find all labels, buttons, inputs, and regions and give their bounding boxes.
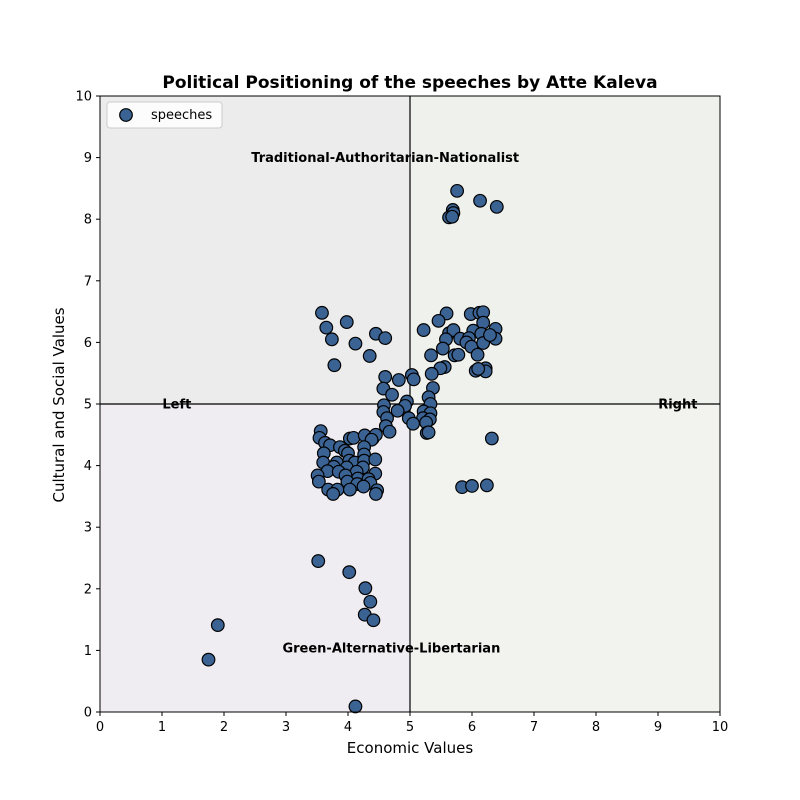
data-point <box>406 416 421 431</box>
data-point <box>210 618 225 633</box>
data-point <box>378 369 393 384</box>
y-axis-label: Cultural and Social Values <box>50 307 68 502</box>
data-point <box>406 372 421 387</box>
data-point <box>362 349 377 363</box>
data-point <box>363 594 378 609</box>
data-point <box>385 387 399 402</box>
quadrant-annotation: Green-Alternative-Libertarian <box>282 641 500 656</box>
y-tick-label: 6 <box>84 336 92 351</box>
x-tick-label: 2 <box>220 720 228 735</box>
y-tick-label: 1 <box>84 644 92 659</box>
y-tick-label: 10 <box>75 90 92 105</box>
data-point <box>324 332 339 347</box>
data-point <box>465 479 479 493</box>
data-point <box>479 478 494 493</box>
data-point <box>390 403 405 418</box>
y-tick-label: 2 <box>84 582 92 597</box>
quadrant-bottom-right <box>410 404 720 712</box>
y-tick-label: 8 <box>84 213 92 228</box>
data-point <box>315 305 329 320</box>
data-point <box>483 328 497 342</box>
data-point <box>470 347 485 362</box>
data-point <box>319 320 334 335</box>
data-point <box>348 699 363 714</box>
legend-marker <box>119 108 133 122</box>
x-tick-label: 8 <box>592 720 600 735</box>
quadrant-annotation: Traditional-Authoritarian-Nationalist <box>251 151 519 166</box>
quadrant-backgrounds <box>100 96 720 712</box>
x-tick-label: 3 <box>282 720 290 735</box>
x-tick-label: 5 <box>406 720 414 735</box>
data-point <box>326 487 341 501</box>
data-point <box>327 358 342 373</box>
data-point <box>201 652 216 667</box>
quadrant-annotation: Right <box>658 398 697 413</box>
data-point <box>416 323 431 337</box>
data-point <box>368 452 383 467</box>
data-point <box>356 479 371 494</box>
quadrant-annotation: Left <box>162 398 191 413</box>
data-point <box>348 336 363 351</box>
data-point <box>369 487 383 501</box>
data-point <box>445 209 460 224</box>
chart-title: Political Positioning of the speeches by… <box>162 73 657 93</box>
data-point <box>489 199 504 214</box>
data-point <box>391 373 406 387</box>
data-point <box>311 474 326 489</box>
legend: speeches <box>106 101 223 129</box>
data-point <box>311 554 326 568</box>
y-tick-label: 4 <box>84 459 92 474</box>
data-point <box>451 347 466 362</box>
data-point <box>366 613 381 628</box>
x-tick-label: 7 <box>530 720 538 735</box>
data-points <box>201 183 504 714</box>
x-tick-label: 0 <box>96 720 104 735</box>
data-point <box>378 331 393 345</box>
quadrant-annotations: Traditional-Authoritarian-Nationalist Gre… <box>162 151 697 656</box>
y-tick-label: 9 <box>84 151 92 166</box>
data-point <box>431 313 446 328</box>
data-point <box>471 361 486 376</box>
y-axis-ticks: 0 1 2 3 4 5 6 7 8 9 10 <box>75 90 100 721</box>
y-tick-label: 3 <box>84 521 92 536</box>
data-point <box>421 425 436 440</box>
x-axis-label: Economic Values <box>347 739 474 757</box>
data-point <box>339 315 354 329</box>
data-point <box>342 565 357 580</box>
data-point <box>484 431 499 446</box>
data-point <box>435 341 450 356</box>
legend-box <box>106 101 223 129</box>
data-point <box>358 581 373 596</box>
data-point <box>424 348 438 363</box>
data-point <box>382 424 397 439</box>
x-tick-label: 10 <box>712 720 729 735</box>
y-tick-label: 0 <box>84 706 92 721</box>
legend-label: speeches <box>151 108 212 123</box>
quadrant-top-left <box>100 96 410 404</box>
data-point <box>450 183 465 198</box>
x-tick-label: 9 <box>654 720 662 735</box>
data-point <box>346 430 361 445</box>
x-tick-label: 1 <box>158 720 166 735</box>
x-axis-ticks: 0 1 2 3 4 5 6 7 8 9 10 <box>96 712 728 735</box>
y-tick-label: 7 <box>84 274 92 289</box>
y-tick-label: 5 <box>84 398 92 413</box>
x-tick-label: 4 <box>344 720 352 735</box>
x-tick-label: 6 <box>468 720 476 735</box>
data-point <box>473 193 487 208</box>
data-point <box>342 482 357 497</box>
data-point <box>424 366 439 381</box>
